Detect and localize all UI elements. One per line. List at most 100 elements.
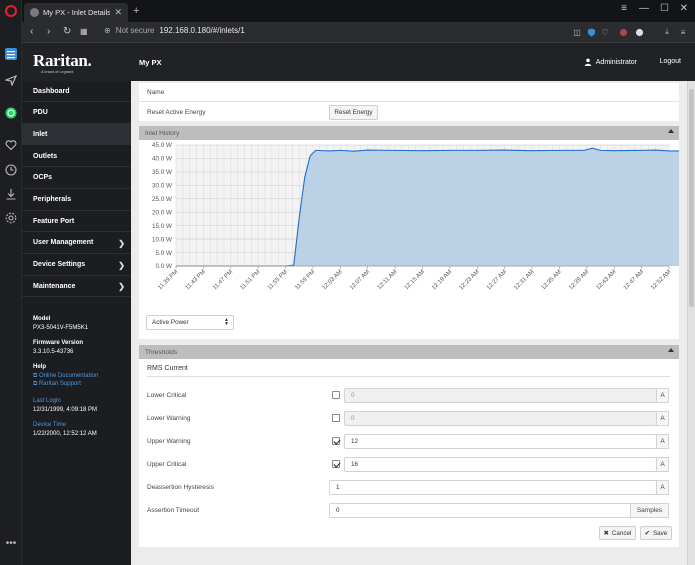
x-tick-label: 12:15 AM	[404, 269, 426, 291]
deassertion-hysteresis-input[interactable]: 1	[329, 480, 657, 495]
chevron-right-icon: ❯	[118, 238, 125, 248]
sidebar-item-inlet[interactable]: Inlet	[22, 124, 131, 146]
history-icon[interactable]	[4, 163, 18, 177]
cancel-x-icon: ✖	[603, 529, 609, 537]
inlet-history-header[interactable]: Inlet History	[139, 126, 679, 140]
inlet-history-chart: 0.0 W 5.0 W 10.0 W 15.0 W 20.0 W 25.0 W 30.0 W…	[152, 142, 679, 291]
device-time-info: Device Time 1/22/2000, 12:52:12 AM	[33, 421, 97, 438]
sidebar-item-label: Maintenance	[33, 282, 76, 290]
upper-critical-label: Upper Critical	[147, 461, 187, 468]
series-line	[176, 147, 679, 267]
online-docs-link[interactable]: ⧉ Online Documentation	[33, 372, 99, 379]
heart-icon[interactable]	[4, 138, 18, 152]
lower-warning-input[interactable]: 0	[344, 411, 657, 426]
back-icon[interactable]: ‹	[30, 26, 34, 37]
vpn-shield-icon[interactable]	[586, 27, 596, 37]
lower-warning-unit: A	[656, 411, 669, 426]
lower-warning-checkbox[interactable]	[332, 414, 340, 422]
raritan-support-link[interactable]: ⧉ Raritan Support	[33, 381, 81, 387]
collapse-caret-icon[interactable]	[668, 129, 674, 133]
save-button[interactable]: ✔ Save	[640, 526, 672, 540]
sidebar-item-peripherals[interactable]: Peripherals	[22, 190, 131, 211]
settings-gear-icon[interactable]	[4, 211, 18, 225]
minimize-icon[interactable]: —	[639, 3, 649, 14]
upper-critical-input[interactable]: 16	[344, 457, 657, 472]
browser-menu-icon[interactable]: ≡	[680, 27, 686, 37]
logout-link[interactable]: Logout	[659, 58, 681, 65]
assertion-timeout-input[interactable]: 0	[329, 503, 631, 518]
new-tab-icon[interactable]: +	[133, 5, 140, 17]
sidebar-item-feature-port[interactable]: Feature Port	[22, 211, 131, 233]
forward-icon[interactable]: ›	[47, 26, 51, 37]
upper-critical-unit: A	[656, 457, 669, 472]
model-label: Model	[33, 316, 51, 322]
upper-warning-checkbox[interactable]	[332, 437, 340, 445]
maximize-icon[interactable]: ☐	[660, 3, 669, 14]
reset-energy-button[interactable]: Reset Energy	[329, 105, 378, 120]
more-icon[interactable]: •••	[5, 537, 17, 549]
tab-close-icon[interactable]: ✕	[114, 7, 122, 17]
model-info: Model PX3-5041V-F5M5K1	[33, 315, 88, 332]
window-close-icon[interactable]: ✕	[679, 3, 688, 14]
tab-bar: My PX - Inlet Details 1 ✕ + ≡ — ☐ ✕	[22, 0, 695, 22]
sidebar-nav: Dashboard PDU Inlet Outlets OCPs Peripherals F…	[22, 81, 131, 565]
page-scrollbar[interactable]	[687, 81, 695, 565]
cancel-button[interactable]: ✖ Cancel	[599, 526, 636, 540]
inlet-history-panel: Inlet History 0.0 W 5.0 W 10.0 W 15.0 W 20.0…	[139, 126, 679, 339]
sidebar-item-label: Dashboard	[33, 87, 70, 95]
collapse-caret-icon[interactable]	[668, 348, 674, 352]
name-label: Name	[147, 89, 165, 96]
metric-select[interactable]: Active Power ▲ ▼	[146, 315, 234, 330]
reload-icon[interactable]: ↻	[63, 26, 72, 37]
tab-title: My PX - Inlet Details 1	[43, 8, 111, 17]
x-tick-label: 12:19 AM	[431, 269, 453, 291]
tiles-icon[interactable]: ▦	[80, 27, 88, 36]
x-tick-label: 12:27 AM	[486, 269, 508, 291]
user-menu[interactable]: Administrator	[584, 58, 637, 66]
username: Administrator	[595, 58, 637, 66]
x-tick-label: 12:35 AM	[541, 269, 563, 291]
upper-critical-checkbox[interactable]	[332, 460, 340, 468]
sidebar-item-label: PDU	[33, 109, 48, 117]
sidebar-item-label: Feature Port	[33, 217, 75, 225]
browser-tab[interactable]: My PX - Inlet Details 1 ✕	[24, 3, 128, 22]
scrollbar-thumb[interactable]	[689, 89, 694, 307]
opera-logo-icon[interactable]	[5, 5, 17, 17]
bookmark-heart-icon[interactable]: ♡	[601, 27, 609, 37]
wallet-icon[interactable]	[634, 27, 644, 37]
lower-critical-input[interactable]: 0	[344, 388, 657, 403]
thresholds-header[interactable]: Thresholds	[139, 345, 679, 359]
x-tick-label: 12:11 AM	[377, 269, 399, 291]
sidebar-item-dashboard[interactable]: Dashboard	[22, 81, 131, 102]
sidebar-item-maintenance[interactable]: Maintenance ❯	[22, 276, 131, 298]
downloads-icon[interactable]	[4, 187, 18, 201]
y-tick-label: 35.0 W	[152, 169, 172, 176]
firmware-value: 3.3.10.5-43736	[33, 348, 74, 355]
flow-icon[interactable]	[4, 73, 18, 87]
tabs-menu-icon[interactable]: ≡	[621, 3, 627, 14]
lower-critical-checkbox[interactable]	[332, 391, 340, 399]
upper-warning-input[interactable]: 12	[344, 434, 657, 449]
y-tick-label: 40.0 W	[152, 156, 172, 163]
camera-icon[interactable]: ◫	[573, 27, 581, 37]
url-field[interactable]: ⊕ Not secure 192.168.0.180/#/inlets/1	[104, 26, 245, 35]
sidebar-item-ocps[interactable]: OCPs	[22, 168, 131, 189]
extension-icon[interactable]	[618, 27, 628, 37]
brand-logo[interactable]: Raritan.	[33, 51, 92, 70]
sidebar-item-pdu[interactable]: PDU	[22, 103, 131, 124]
speed-dial-icon[interactable]	[4, 47, 18, 61]
sidebar-item-outlets[interactable]: Outlets	[22, 146, 131, 168]
url-text: 192.168.0.180/#/inlets/1	[159, 26, 245, 35]
whatsapp-icon[interactable]	[4, 106, 18, 120]
user-icon	[584, 58, 591, 66]
assertion-timeout-unit: Samples	[630, 503, 669, 518]
x-tick-label: 12:07 AM	[349, 269, 371, 291]
sidebar-item-device-settings[interactable]: Device Settings ❯	[22, 255, 131, 276]
download-icon[interactable]: ⤓	[665, 27, 669, 36]
security-status: Not secure	[115, 26, 155, 35]
help-label: Help	[33, 364, 47, 370]
inlet-history-title: Inlet History	[145, 129, 180, 137]
sidebar-item-user-management[interactable]: User Management ❯	[22, 233, 131, 254]
app-header: Raritan. A brand of Legrand My PX Admini…	[22, 43, 695, 81]
lower-critical-label: Lower Critical	[147, 392, 187, 399]
